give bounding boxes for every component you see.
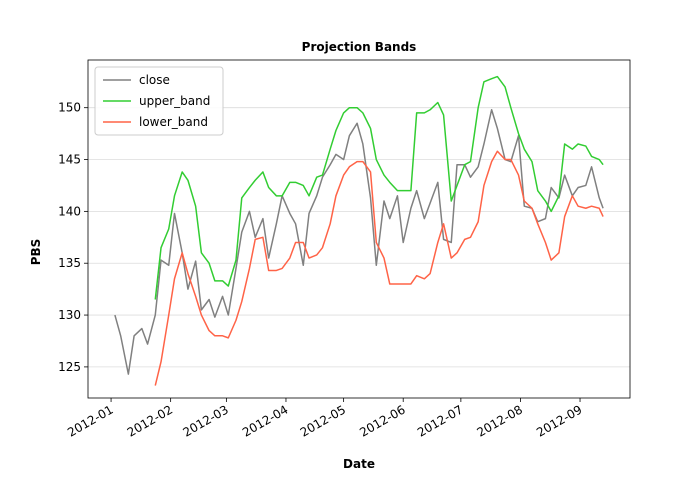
legend: close upper_band lower_band xyxy=(94,66,224,136)
y-axis-label: PBS xyxy=(29,239,43,266)
x-axis-label: Date xyxy=(343,457,375,471)
plot-frame xyxy=(87,59,631,399)
series-line xyxy=(154,75,604,300)
y-tick-label: 145 xyxy=(58,153,81,167)
legend-label: close xyxy=(139,73,170,87)
y-tick-label: 125 xyxy=(58,360,81,374)
y-tick-label: 130 xyxy=(58,308,81,322)
y-tick-label: 135 xyxy=(58,256,81,270)
legend-frame xyxy=(94,66,224,136)
y-tick-label: 150 xyxy=(58,101,81,115)
chart-title: Projection Bands xyxy=(302,40,417,54)
legend-label: lower_band xyxy=(139,115,208,129)
y-tick-label: 140 xyxy=(58,204,81,218)
series-line xyxy=(154,150,604,386)
legend-label: upper_band xyxy=(139,94,210,108)
